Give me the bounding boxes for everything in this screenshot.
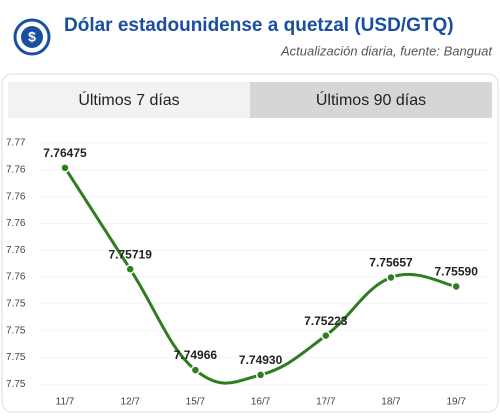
x-tick-label: 12/7: [120, 397, 140, 408]
y-tick-label: 7.76: [6, 191, 26, 202]
point: [451, 281, 461, 292]
point: [125, 264, 135, 274]
y-tick-label: 7.77: [6, 138, 26, 149]
tab-active[interactable]: [8, 82, 250, 118]
point: [321, 330, 331, 341]
subtitle: Actualización diaria, fuente: Banguat: [280, 43, 493, 58]
data-label: 7.76475: [43, 146, 87, 160]
tab-label[interactable]: Últimos 90 días: [316, 90, 426, 109]
title: Dólar estadounidense a quetzal (USD/GTQ): [64, 15, 454, 36]
x-tick-label: 11/7: [56, 397, 75, 408]
y-tick-label: 7.75: [6, 325, 26, 336]
data-label: 7.74966: [174, 348, 218, 362]
y-tick-label: 7.75: [6, 379, 26, 390]
point: [190, 365, 201, 375]
y-tick-label: 7.76: [6, 164, 26, 175]
x-tick-label: 18/7: [381, 397, 401, 408]
y-tick-label: 7.75: [6, 299, 26, 310]
x-tick-label: 17/7: [316, 397, 336, 408]
data-label: 7.75223: [304, 314, 348, 328]
point: [386, 272, 396, 283]
tab[interactable]: [250, 82, 492, 118]
data-label: 7.75719: [109, 247, 153, 261]
y-tick-label: 7.76: [6, 272, 26, 283]
x-tick-label: 15/7: [186, 397, 206, 408]
card: [1, 73, 499, 413]
data-label: 7.75590: [435, 265, 479, 279]
data-label: 7.75657: [369, 256, 413, 270]
x-tick-label: 16/7: [251, 397, 271, 408]
y-tick-label: 7.76: [6, 218, 26, 229]
y-tick-label: 7.75: [6, 352, 26, 363]
icon-symbol: $: [28, 29, 36, 45]
point: [255, 370, 266, 380]
point: [60, 163, 70, 173]
data-label: 7.74930: [239, 353, 283, 367]
y-tick-label: 7.76: [6, 245, 26, 256]
x-tick-label: 19/7: [446, 397, 466, 408]
tab-label[interactable]: Últimos 7 días: [78, 90, 179, 109]
icon-coin: [21, 26, 43, 48]
